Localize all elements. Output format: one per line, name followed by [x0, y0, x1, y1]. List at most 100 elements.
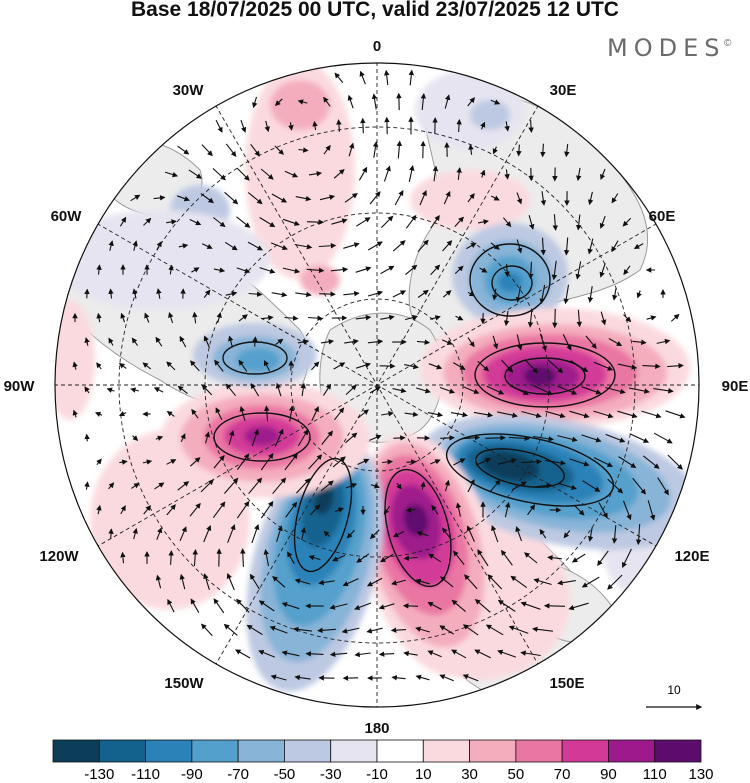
wind-vector [372, 141, 379, 158]
wind-vector [166, 504, 176, 516]
wind-vector [405, 214, 417, 229]
wind-vector [467, 479, 475, 493]
wind-vector [611, 525, 618, 544]
wind-vector [366, 627, 383, 634]
wind-vector [166, 361, 176, 371]
wind-vector [120, 551, 126, 564]
wind-vector [371, 93, 378, 110]
colorbar-tick-label: -30 [320, 766, 342, 783]
circulation-contours [213, 243, 616, 588]
wind-vector [516, 239, 523, 254]
wind-vector [629, 433, 650, 443]
reference-vector: 10 [646, 683, 703, 710]
wind-vector [545, 410, 566, 419]
wind-vector [284, 453, 298, 471]
colorbar-tick-label: 30 [461, 766, 478, 783]
wind-vector [573, 504, 585, 516]
wind-vector [132, 288, 138, 299]
wind-vector [486, 385, 505, 395]
wind-vector [108, 337, 114, 346]
wind-vector [271, 291, 288, 298]
wind-vector [142, 459, 153, 465]
wind-vector [132, 435, 139, 442]
wind-vector [108, 528, 114, 539]
wind-vector [599, 215, 606, 229]
wind-vector [119, 459, 128, 465]
wind-vector [540, 237, 546, 256]
colorbar-tick-label: -130 [84, 766, 114, 783]
anomaly-field [55, 63, 699, 692]
wind-vector [118, 411, 127, 417]
wind-vector [360, 117, 366, 134]
wind-vector [226, 572, 235, 591]
wind-vector [509, 385, 529, 395]
wind-vector [392, 530, 405, 538]
wind-vector [451, 649, 467, 659]
wind-vector [200, 479, 214, 493]
wind-vector [524, 359, 539, 374]
wind-vector [404, 363, 419, 370]
wind-vector [497, 458, 518, 465]
wind-vector [264, 120, 270, 133]
wind-vector [406, 459, 417, 465]
wind-vector [598, 502, 608, 519]
wind-vector [345, 483, 358, 489]
wind-vector [408, 165, 415, 183]
wind-vector [84, 386, 90, 394]
wind-vector [533, 435, 554, 442]
wind-vector [431, 504, 439, 515]
wind-vector [284, 170, 299, 178]
colorbar-swatch [191, 739, 239, 763]
wind-vector [281, 650, 300, 657]
wind-vector [381, 215, 394, 228]
wind-vector [178, 243, 189, 249]
wind-vector [404, 411, 419, 418]
wind-vector [336, 119, 342, 132]
wind-vector [516, 334, 523, 351]
wind-vector [252, 96, 258, 109]
wind-vector [293, 626, 312, 633]
colorbar-swatch [284, 739, 332, 763]
wind-vector [332, 456, 346, 468]
wind-vector [274, 145, 284, 155]
wind-vector [380, 314, 395, 321]
wind-vector [383, 165, 391, 182]
wind-vector [132, 527, 138, 540]
wind-vector [300, 382, 306, 397]
wind-vector [312, 120, 318, 131]
colorbar-tick-label: -50 [274, 766, 296, 783]
colorbar-swatch [330, 739, 378, 763]
wind-vector [130, 194, 141, 202]
wind-vector [213, 455, 225, 469]
wind-vector [357, 409, 369, 419]
wind-vector [334, 507, 345, 513]
map-disk [55, 63, 699, 707]
wind-vector [356, 553, 370, 563]
wind-vector [192, 549, 198, 566]
wind-vector [467, 193, 475, 203]
wind-vector [468, 144, 474, 155]
wind-vector [504, 263, 510, 278]
map-boundary [54, 62, 700, 708]
modes-logo: MODES [607, 34, 726, 62]
wind-vector [309, 504, 321, 516]
wind-vector [415, 674, 430, 681]
wind-vector [492, 146, 498, 155]
wind-vector [497, 411, 518, 418]
wind-vector [201, 144, 213, 157]
wind-vector [403, 555, 418, 561]
wind-vector [473, 411, 494, 418]
lon-label-30e: 30E [550, 82, 577, 99]
wind-vector [213, 267, 226, 273]
wind-vector [474, 598, 491, 613]
wind-vector [439, 386, 456, 394]
wind-vector [593, 457, 613, 467]
wind-vector [96, 362, 102, 370]
wind-vector [502, 217, 512, 228]
wind-vector [180, 433, 186, 443]
wind-vector [539, 284, 546, 305]
wind-vector [417, 289, 429, 298]
wind-vector [236, 167, 250, 181]
wind-vector [332, 554, 346, 562]
